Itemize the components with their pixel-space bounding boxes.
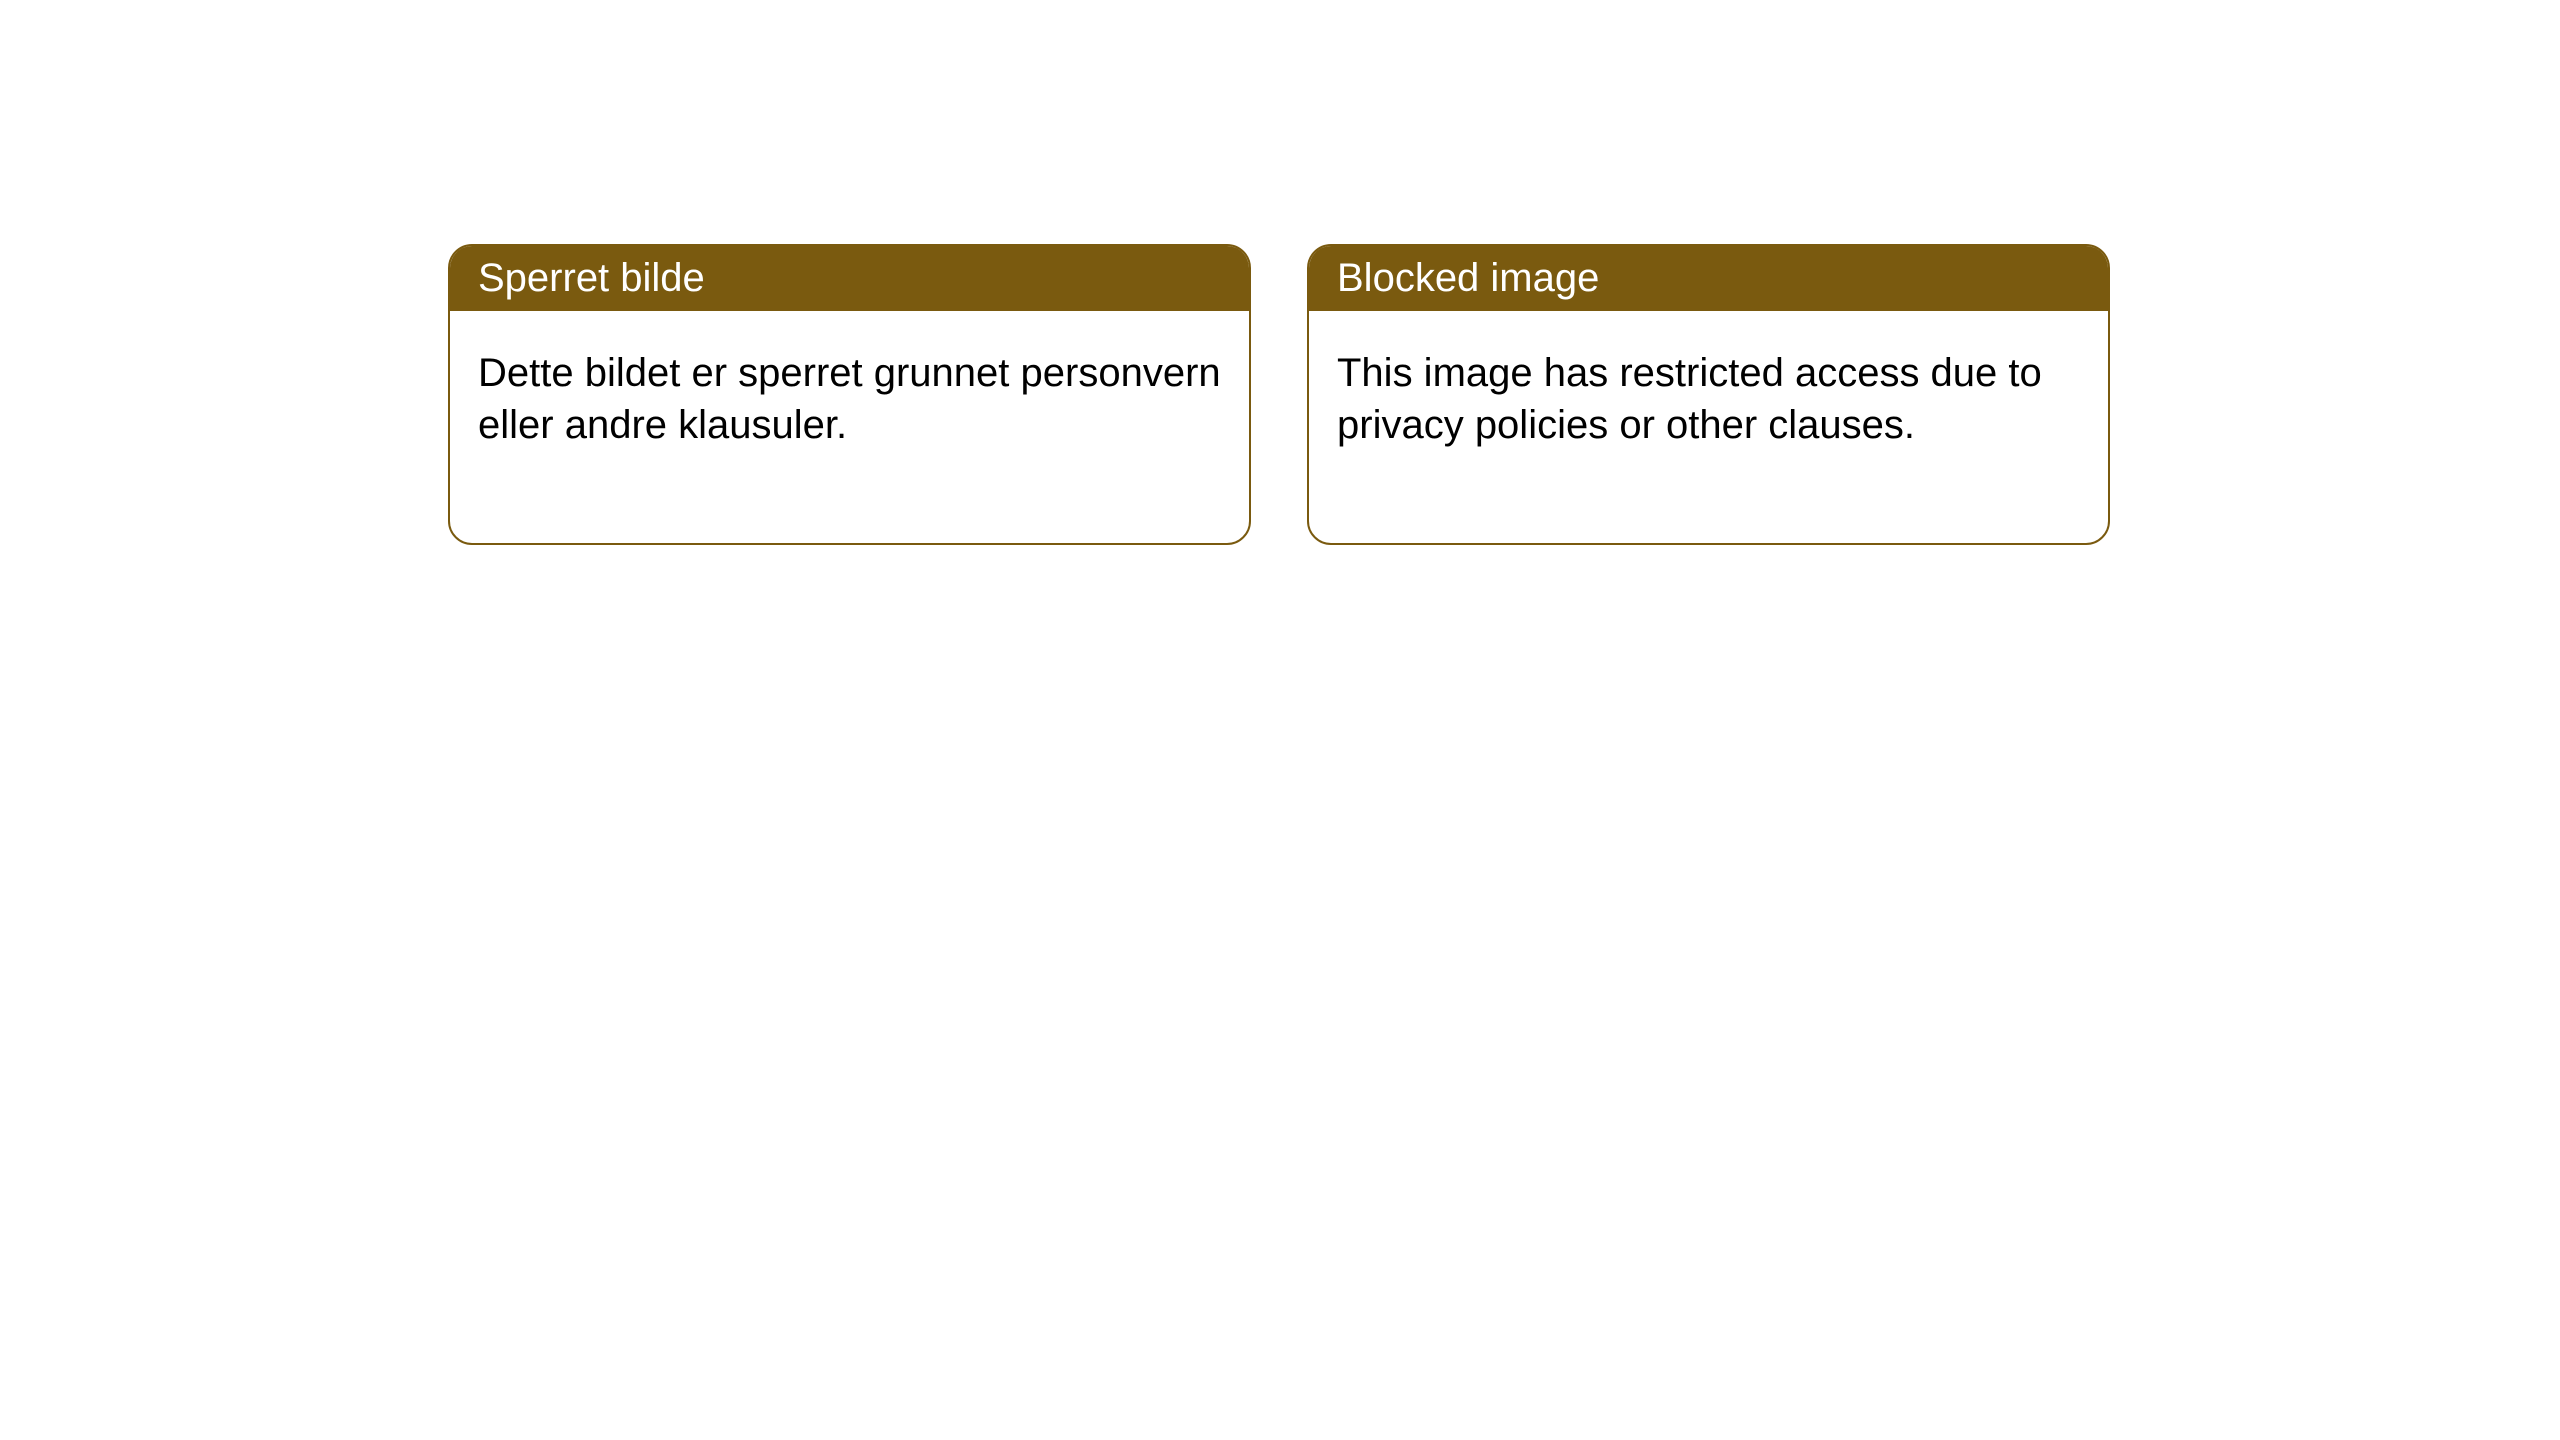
notice-body-english: This image has restricted access due to … <box>1309 311 2108 543</box>
notice-body-norwegian: Dette bildet er sperret grunnet personve… <box>450 311 1249 543</box>
notice-card-english: Blocked image This image has restricted … <box>1307 244 2110 545</box>
notice-card-norwegian: Sperret bilde Dette bildet er sperret gr… <box>448 244 1251 545</box>
notice-title-english: Blocked image <box>1309 246 2108 311</box>
notice-container: Sperret bilde Dette bildet er sperret gr… <box>0 0 2560 545</box>
notice-title-norwegian: Sperret bilde <box>450 246 1249 311</box>
